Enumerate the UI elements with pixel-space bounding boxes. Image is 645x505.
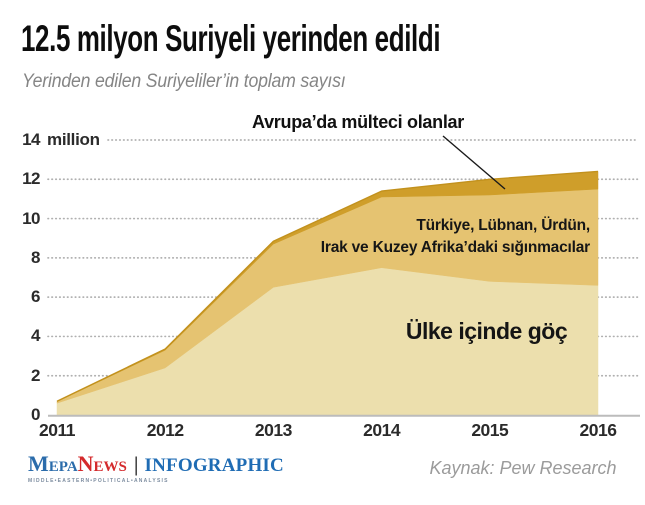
- y-tick-label-10: 10: [0, 208, 40, 228]
- page-subtitle: Yerinden edilen Suriyeliler’in toplam sa…: [22, 71, 346, 92]
- total-top-edge: [56, 170, 599, 402]
- x-tick-label-2011: 2011: [39, 420, 75, 440]
- y-tick-number: 0: [31, 405, 40, 424]
- logo-mepa-text: Mepa: [28, 451, 78, 476]
- x-tick-label-2012: 2012: [146, 420, 184, 440]
- x-tick-label-2016: 2016: [579, 420, 617, 440]
- x-tick-label-2015: 2015: [471, 420, 509, 440]
- y-tick-number: 10: [22, 208, 40, 228]
- y-tick-number: 6: [31, 287, 40, 307]
- europe-series-label: Avrupa’da mülteci olanlar: [252, 112, 464, 132]
- y-tick-label-12: 12: [0, 169, 40, 189]
- y-tick-number: 8: [31, 247, 40, 267]
- page-title: 12.5 milyon Suriyeli yerinden edildi: [21, 18, 441, 59]
- neighbors-series-label-line2: Irak ve Kuzey Afrika’daki sığınmacılar: [320, 239, 590, 256]
- y-tick-number: 14: [22, 130, 40, 149]
- publisher-logo: Mepa News | INFOGRAPHIC MIDDLE•EASTERN•POLI…: [28, 453, 298, 485]
- logo-separator: |: [133, 452, 139, 476]
- y-tick-label-8: 8: [0, 247, 40, 267]
- y-tick-number: 4: [31, 326, 40, 346]
- x-tick-label-2014: 2014: [363, 420, 401, 440]
- neighbors-series-label: Türkiye, Lübnan, Ürdün, Irak ve Kuzey Af…: [270, 215, 590, 259]
- logo-tagline: MIDDLE•EASTERN•POLITICAL•ANALYSIS: [28, 478, 169, 484]
- y-tick-label-4: 4: [0, 326, 40, 346]
- y-tick-label-14: 14 million: [0, 130, 100, 149]
- y-tick-label-0: 0: [0, 405, 40, 424]
- y-tick-label-6: 6: [0, 287, 40, 307]
- source-credit: Kaynak: Pew Research: [429, 458, 617, 478]
- publisher-logo-wordmark: Mepa News | INFOGRAPHIC: [28, 453, 298, 477]
- y-tick-number: 12: [22, 169, 40, 189]
- logo-infographic-text: INFOGRAPHIC: [144, 455, 284, 476]
- chart-areas: [56, 171, 599, 416]
- y-tick-label-2: 2: [0, 365, 40, 385]
- y-axis-unit-label: million: [47, 130, 100, 149]
- y-tick-number: 2: [31, 365, 40, 385]
- logo-news-text: News: [77, 451, 127, 476]
- internal-series-label: Ülke içinde göç: [405, 318, 568, 344]
- x-tick-label-2013: 2013: [254, 420, 292, 440]
- neighbors-series-label-line1: Türkiye, Lübnan, Ürdün,: [416, 217, 590, 234]
- europe-annotation-pointer-line: [442, 135, 506, 190]
